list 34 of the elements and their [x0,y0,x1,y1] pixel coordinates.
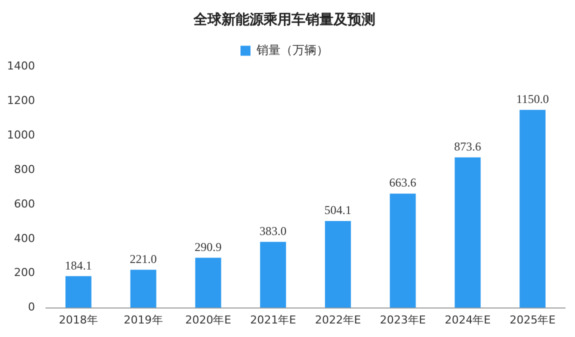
text: 290.9 [194,240,222,254]
text: 1150.0 [516,92,549,106]
x-tick-label: 2024年E [444,313,491,326]
bar [324,221,351,308]
y-tick-label: 1200 [6,94,35,108]
bar [195,258,222,308]
y-tick-label: 800 [14,162,35,176]
y-tick-label: 1000 [6,128,35,142]
text: 504.1 [324,203,352,218]
legend-label: 销量（万辆） [256,42,328,57]
bar [130,270,156,308]
y-tick-label: 1400 [6,60,35,73]
text: 873.6 [454,140,482,154]
text: 663.6 [389,176,416,190]
y-tick-label: 0 [28,300,35,314]
x-tick-label: 2025年E [510,313,556,326]
y-tick-label: 200 [14,266,35,280]
y-tick-label: 400 [14,232,35,245]
x-tick-label: 2020年E [185,313,232,326]
bar [260,242,286,308]
chart-title: 全球新能源乘用车销量及预测 [192,11,376,28]
bar [390,194,416,308]
bar [520,110,546,308]
bar [454,157,481,308]
x-tick-label: 2023年E [380,313,426,326]
x-tick-label: 2018年 [58,313,98,326]
x-tick-label: 2019年 [124,313,163,326]
x-tick-label: 2022年E [314,313,361,326]
text: 221.0 [130,252,157,266]
text: 383.0 [260,224,287,238]
bar [65,276,92,308]
y-tick-label: 600 [14,197,35,210]
text: 184.1 [64,258,92,272]
x-tick-label: 2021年E [250,313,296,326]
